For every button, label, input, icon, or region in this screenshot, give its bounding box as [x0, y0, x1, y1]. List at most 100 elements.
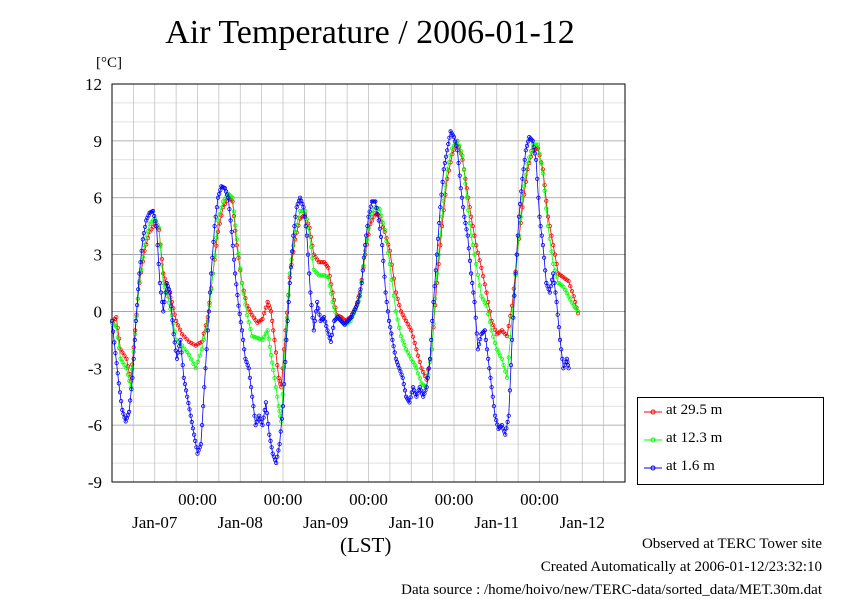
data-point: [310, 256, 315, 261]
data-point: [260, 316, 265, 322]
data-point: [329, 332, 335, 337]
data-point: [353, 304, 359, 310]
data-point: [535, 142, 540, 147]
data-point: [542, 188, 547, 193]
data-point: [476, 342, 482, 347]
y-tick-label: 3: [94, 246, 103, 265]
data-point: [150, 208, 156, 214]
data-point: [376, 218, 381, 223]
data-point: [251, 404, 256, 409]
data-point: [389, 331, 394, 336]
y-tick-label: 6: [94, 189, 103, 208]
data-point: [391, 344, 396, 349]
data-point: [392, 350, 397, 355]
data-point: [395, 317, 400, 322]
data-point: [213, 214, 218, 219]
data-point: [468, 214, 474, 219]
data-point: [242, 347, 247, 352]
data-point: [508, 362, 514, 368]
data-point: [375, 212, 380, 217]
data-point: [532, 151, 538, 156]
data-point: [215, 229, 221, 234]
data-point: [379, 213, 384, 219]
data-point: [302, 214, 307, 219]
legend-marker-green: [644, 437, 662, 443]
data-point: [235, 292, 240, 298]
data-point: [286, 293, 291, 298]
data-point: [382, 274, 387, 279]
data-point: [498, 353, 503, 358]
data-point: [360, 268, 365, 273]
data-point: [120, 350, 125, 355]
data-point: [275, 362, 280, 368]
data-point: [210, 255, 215, 260]
data-point: [374, 205, 379, 210]
data-point: [551, 271, 556, 276]
legend-marker-blue: [644, 465, 662, 471]
data-point: [246, 306, 251, 311]
x-axis-unit: (LST): [340, 533, 392, 557]
data-point: [191, 361, 196, 366]
data-point: [163, 290, 168, 295]
data-point: [144, 236, 149, 241]
data-point: [373, 199, 378, 204]
legend-item-29-5m: at 29.5 m: [638, 398, 823, 426]
data-point: [358, 287, 363, 292]
data-point: [544, 206, 549, 211]
data-point: [488, 375, 493, 380]
data-point: [470, 224, 475, 229]
data-point: [292, 229, 298, 234]
data-point: [560, 356, 565, 361]
data-point: [364, 237, 369, 242]
footer-site: Observed at TERC Tower site: [641, 536, 822, 552]
data-point: [474, 331, 479, 336]
data-point: [466, 208, 471, 213]
data-point: [384, 299, 389, 305]
data-point: [495, 422, 500, 427]
data-point: [483, 337, 488, 342]
data-point: [474, 261, 479, 267]
data-point: [393, 290, 398, 295]
data-point: [412, 340, 417, 346]
data-point: [115, 335, 120, 340]
data-point: [506, 413, 511, 418]
data-point: [325, 328, 330, 333]
data-point: [214, 236, 219, 241]
data-point: [304, 233, 309, 238]
data-point: [241, 291, 246, 296]
data-point: [496, 350, 501, 355]
data-point: [446, 141, 451, 147]
legend-marker-red: [644, 409, 662, 415]
data-point: [537, 152, 542, 157]
data-point: [430, 318, 435, 323]
data-point: [405, 350, 410, 355]
data-point: [503, 432, 508, 437]
data-point: [486, 356, 491, 361]
data-point: [536, 195, 541, 200]
data-point: [571, 294, 576, 299]
data-point: [456, 160, 461, 166]
data-point: [331, 304, 337, 310]
data-point: [470, 280, 475, 286]
data-point: [131, 356, 136, 361]
data-point: [205, 318, 210, 323]
data-point: [203, 366, 208, 371]
data-point: [168, 290, 173, 295]
data-point: [305, 252, 311, 257]
data-point: [407, 353, 412, 358]
data-point: [509, 337, 515, 342]
data-point: [346, 317, 352, 322]
data-point: [276, 404, 281, 409]
data-point: [189, 357, 194, 362]
data-point: [333, 309, 338, 315]
data-point: [125, 372, 131, 377]
data-point: [140, 237, 145, 242]
data-point: [182, 346, 187, 351]
data-point: [367, 209, 372, 214]
data-point: [443, 183, 448, 188]
data-point: [234, 282, 239, 287]
data-point: [301, 205, 306, 210]
data-point: [463, 220, 468, 226]
x-tick-time-label: 00:00: [435, 490, 474, 509]
data-point: [434, 252, 439, 257]
